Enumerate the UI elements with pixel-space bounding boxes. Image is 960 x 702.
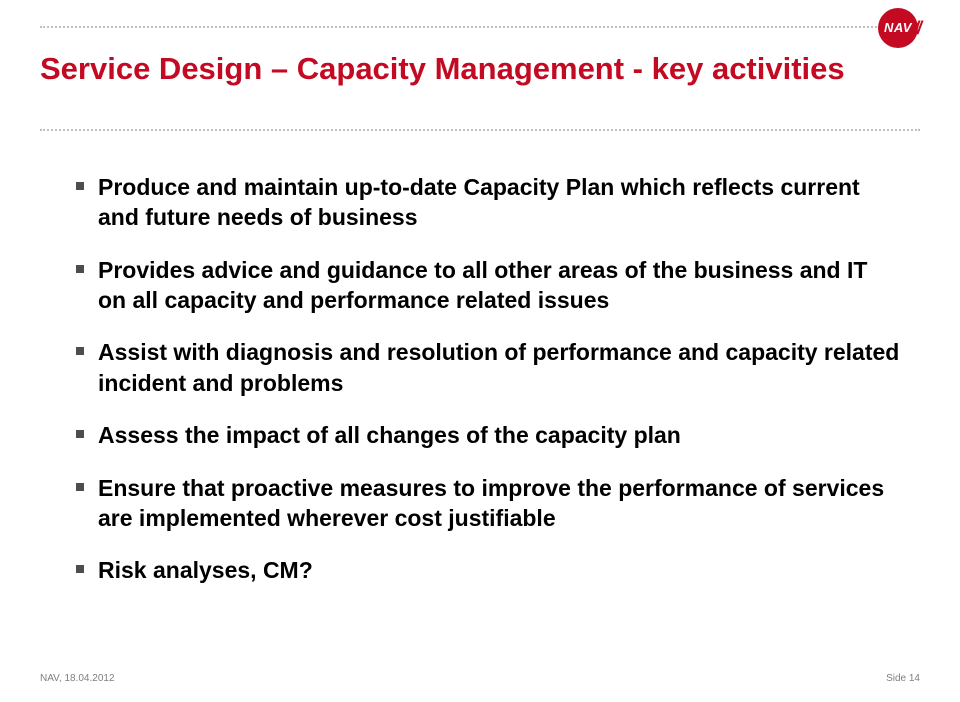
nav-logo-text: NAV [884, 20, 912, 35]
footer-right: Side 14 [886, 673, 920, 684]
footer-left: NAV, 18.04.2012 [40, 673, 115, 684]
top-rule [40, 26, 920, 28]
list-item: Assist with diagnosis and resolution of … [76, 337, 900, 398]
nav-logo: NAV // [878, 8, 934, 48]
list-item: Ensure that proactive measures to improv… [76, 473, 900, 534]
bullet-list: Produce and maintain up-to-date Capacity… [76, 172, 900, 608]
list-item: Produce and maintain up-to-date Capacity… [76, 172, 900, 233]
title-rule [40, 129, 920, 131]
nav-logo-slashes-icon: // [914, 18, 920, 39]
list-item: Provides advice and guidance to all othe… [76, 255, 900, 316]
nav-logo-circle: NAV [878, 8, 918, 48]
slide-title: Service Design – Capacity Management - k… [40, 50, 860, 89]
list-item: Risk analyses, CM? [76, 555, 900, 585]
slide: NAV // Service Design – Capacity Managem… [0, 0, 960, 702]
list-item: Assess the impact of all changes of the … [76, 420, 900, 450]
